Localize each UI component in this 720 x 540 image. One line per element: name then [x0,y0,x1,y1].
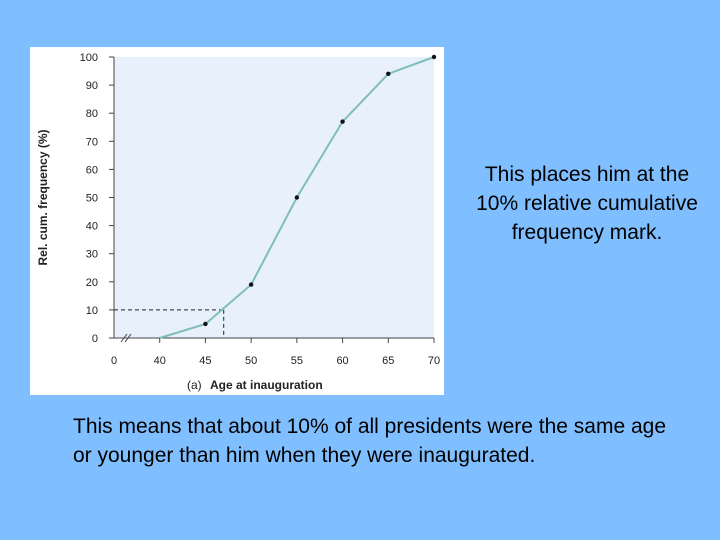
x-tick-label: 65 [382,355,394,367]
y-tick-label: 60 [86,164,98,176]
data-point [294,195,300,200]
y-tick-label: 50 [86,193,98,205]
data-point [340,119,345,124]
panel-label: (a) [187,378,202,392]
chart-panel: 0 10 20 30 40 50 60 70 80 90 100 0 40 45 50 55 60 65 70 Rel… [30,47,444,395]
x-tick-label: 60 [336,355,348,367]
side-note: This places him at the 10% relative cumu… [476,163,698,244]
x-tick-label: 50 [245,355,257,367]
data-point [248,282,254,287]
plot-area [114,57,434,338]
y-tick-label: 90 [86,80,98,92]
y-tick-label: 80 [86,108,98,120]
y-axis-title: Rel. cum. frequency (%) [36,129,50,265]
x-tick-label: 55 [291,355,303,367]
data-point [386,71,391,77]
y-tick-label: 10 [86,305,98,317]
bottom-note: This means that about 10% of all preside… [73,415,667,467]
x-tick-label: 0 [111,355,117,367]
x-tick-label: 45 [199,355,211,367]
y-tick-label: 20 [86,277,98,289]
axis-break-mark [120,333,128,343]
x-tick-label: 70 [428,355,440,367]
y-tick-label: 40 [86,221,98,233]
axis-break-mark [124,333,132,343]
data-point [203,321,208,327]
y-tick-label: 0 [92,333,98,345]
data-point [431,54,437,60]
y-tick-label: 30 [86,249,98,261]
x-tick-label: 40 [154,355,166,367]
y-tick-label: 70 [86,136,98,148]
y-tick-label: 100 [80,52,98,64]
ogive-chart: 0 10 20 30 40 50 60 70 80 90 100 0 40 45 50 55 60 65 70 Rel… [36,52,440,392]
x-axis-title: Age at inauguration [210,378,323,392]
